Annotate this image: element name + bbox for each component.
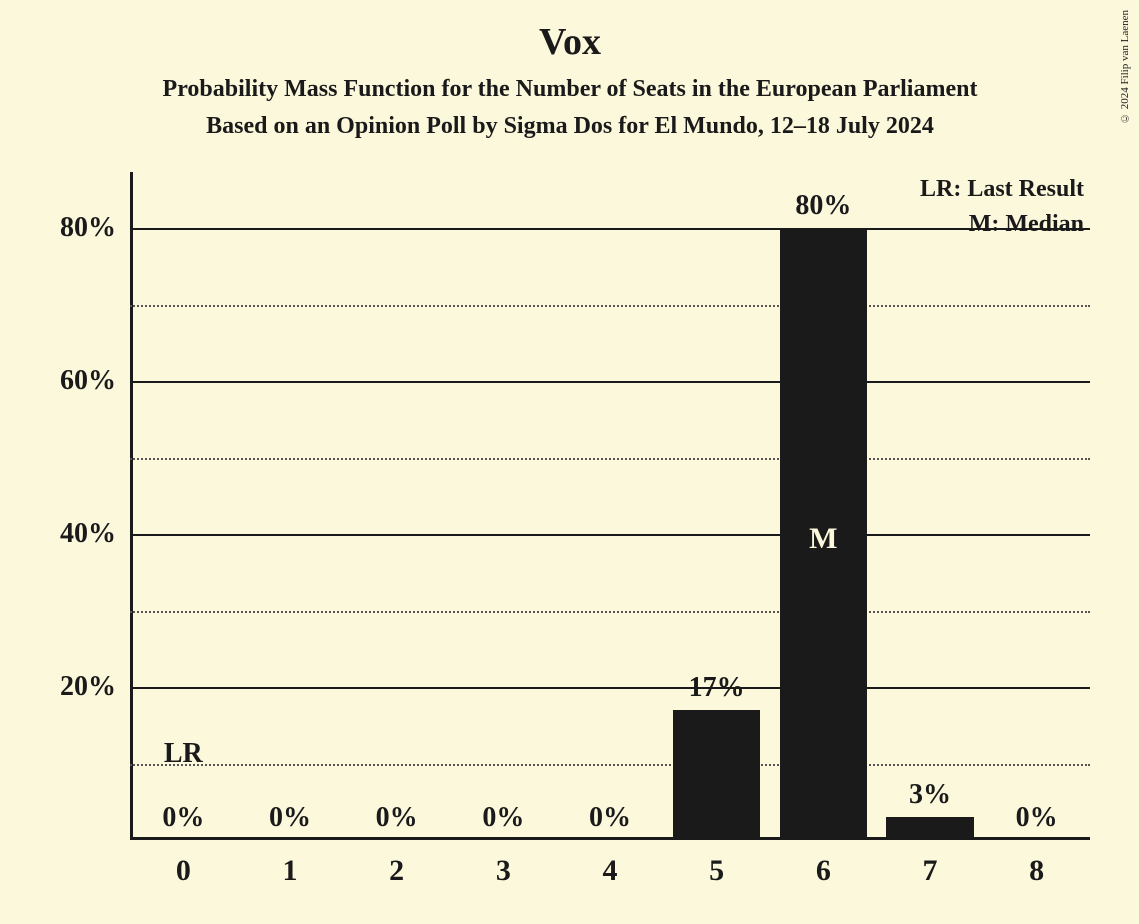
bar-value-label: 0% [140, 802, 227, 840]
legend: LR: Last Result M: Median [920, 176, 1084, 246]
legend-m: M: Median [920, 211, 1084, 238]
chart-subtitle-2: Based on an Opinion Poll by Sigma Dos fo… [30, 113, 1110, 140]
x-tick-label: 7 [923, 840, 938, 888]
bar-value-label: 17% [673, 672, 760, 710]
bar-value-label: 0% [460, 802, 547, 840]
copyright-text: © 2024 Filip van Laenen [1119, 10, 1131, 124]
bar-value-label: 0% [566, 802, 653, 840]
gridline-major [130, 534, 1090, 536]
chart-container: Vox Probability Mass Function for the Nu… [30, 20, 1110, 900]
x-tick-label: 0 [176, 840, 191, 888]
bar-value-label: 0% [353, 802, 440, 840]
gridline-major [130, 228, 1090, 230]
gridline-minor [130, 458, 1090, 460]
x-tick-label: 2 [389, 840, 404, 888]
gridline-minor [130, 764, 1090, 766]
plot-area: LR: Last Result M: Median 20%40%60%80%00… [130, 190, 1090, 840]
chart-subtitle-1: Probability Mass Function for the Number… [30, 76, 1110, 103]
x-tick-label: 8 [1029, 840, 1044, 888]
x-tick-label: 3 [496, 840, 511, 888]
y-tick-label: 40% [60, 518, 130, 550]
bar-value-label: 80% [780, 190, 867, 228]
legend-lr: LR: Last Result [920, 176, 1084, 203]
gridline-major [130, 687, 1090, 689]
bar-value-label: 3% [886, 779, 973, 817]
bar: 17% [673, 710, 760, 840]
y-axis-line [130, 172, 133, 840]
x-tick-label: 1 [283, 840, 298, 888]
x-tick-label: 6 [816, 840, 831, 888]
gridline-minor [130, 611, 1090, 613]
y-tick-label: 80% [60, 212, 130, 244]
gridline-major [130, 381, 1090, 383]
last-result-marker: LR [164, 738, 203, 770]
gridline-minor [130, 305, 1090, 307]
x-tick-label: 4 [603, 840, 618, 888]
bar-value-label: 0% [246, 802, 333, 840]
y-tick-label: 20% [60, 671, 130, 703]
y-tick-label: 60% [60, 365, 130, 397]
median-marker: M [780, 522, 867, 556]
bar: 80%M [780, 228, 867, 840]
bar-value-label: 0% [993, 802, 1080, 840]
bar: 3% [886, 817, 973, 840]
chart-title: Vox [30, 20, 1110, 64]
x-tick-label: 5 [709, 840, 724, 888]
